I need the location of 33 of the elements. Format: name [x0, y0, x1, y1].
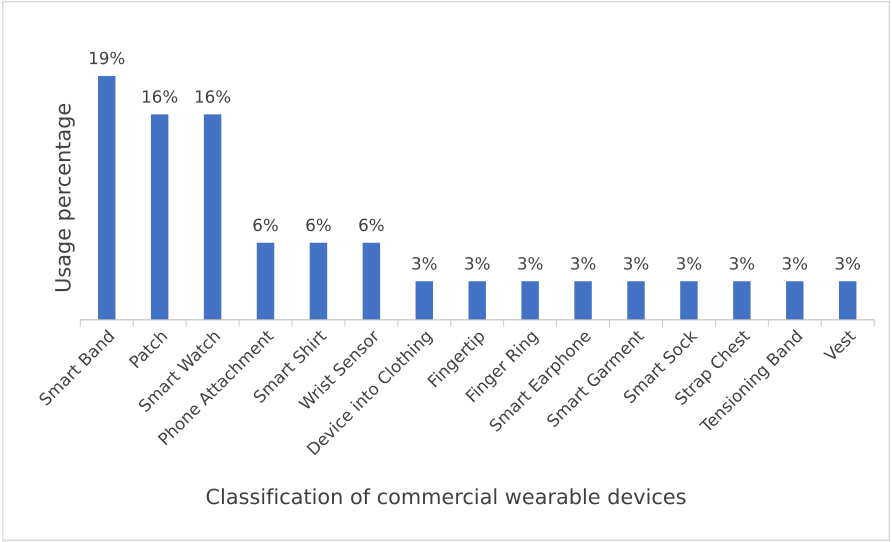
bar [733, 281, 751, 320]
data-label: 3% [676, 257, 702, 270]
bar [574, 281, 592, 320]
bar [786, 281, 804, 320]
data-label: 3% [518, 257, 542, 270]
bar [838, 281, 856, 320]
data-label: 6% [253, 218, 278, 232]
data-label: 3% [836, 257, 860, 270]
x-tick-label: Vest [822, 328, 857, 362]
data-label: 3% [624, 257, 648, 270]
bar [150, 114, 168, 320]
bar [362, 242, 380, 320]
data-label: 16% [196, 90, 230, 103]
data-label: 6% [306, 218, 331, 232]
bar [416, 281, 434, 320]
data-label: 3% [412, 257, 437, 270]
bar [627, 281, 645, 320]
data-label: 6% [359, 218, 384, 232]
bar [204, 114, 222, 320]
data-label: 16% [142, 90, 178, 103]
bar [468, 281, 486, 320]
data-label: 3% [782, 257, 808, 270]
bar [98, 76, 116, 320]
data-label: 3% [730, 257, 754, 270]
bar [310, 242, 328, 320]
y-axis-title: Usage percentage [55, 104, 75, 292]
x-axis-title: Classification of commercial wearable devices [206, 488, 686, 504]
bar [256, 242, 274, 320]
data-label: 19% [90, 52, 124, 64]
data-label: 3% [465, 257, 490, 270]
bar [521, 281, 539, 320]
bar [680, 281, 698, 320]
data-label: 3% [571, 257, 596, 270]
